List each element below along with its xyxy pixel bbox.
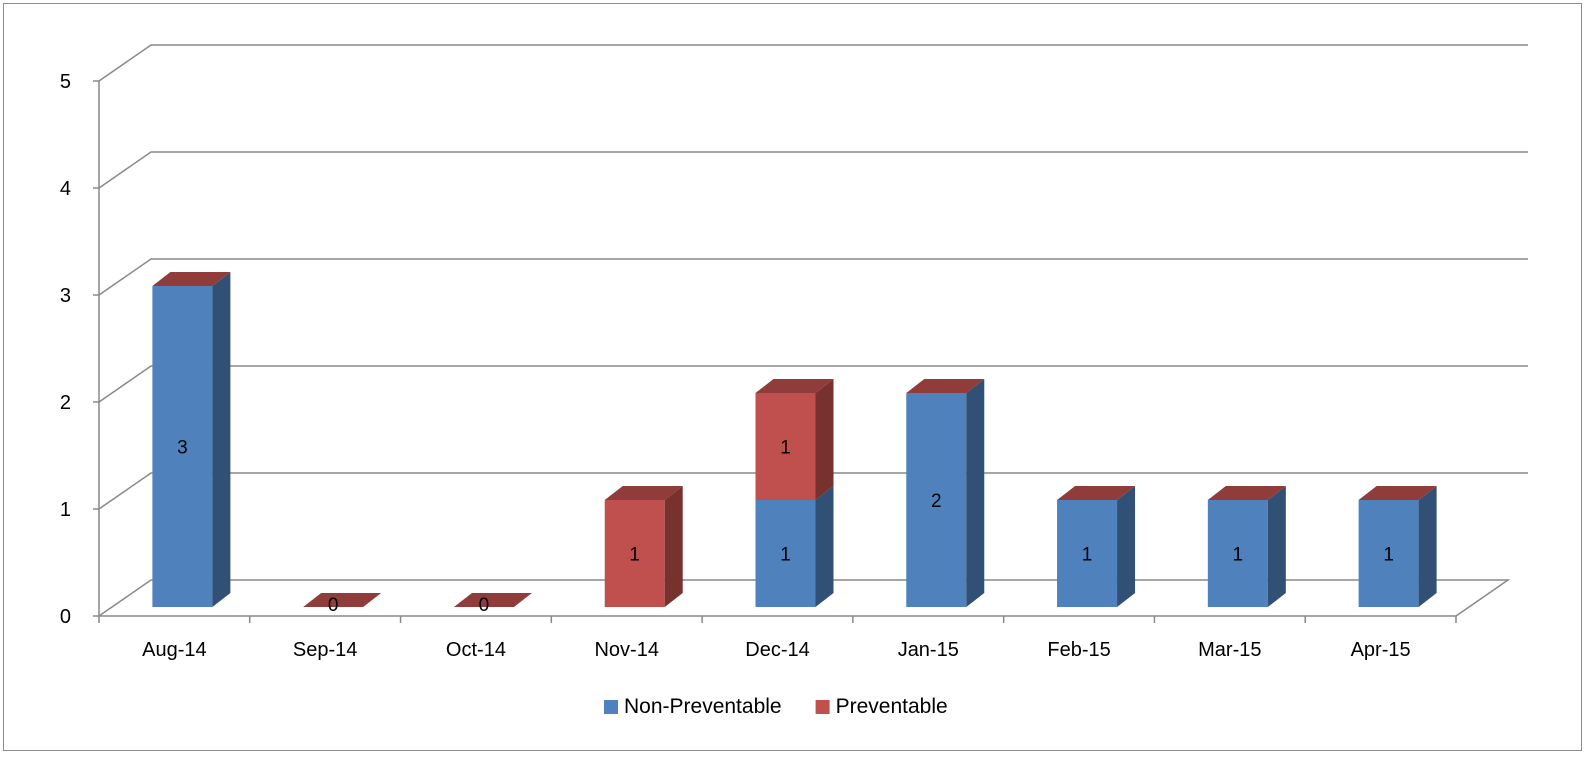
data-label: 0 [328,595,339,616]
bar-side [966,379,985,607]
bar-front [755,393,816,500]
x-axis: Aug-14 Sep-14 Oct-14 Nov-14 Dec-14 Jan-15 Feb-… [98,616,1457,661]
bar-top [604,486,683,500]
bar-top [755,379,834,393]
y-tick-label: 3 [60,285,71,307]
bar-top [1207,486,1286,500]
x-tick-label: Mar-15 [1198,639,1261,661]
gridline [98,258,1528,296]
bar-side [212,272,231,607]
bar-side [1267,486,1286,607]
y-tick-label: 0 [60,606,71,628]
bar-side [1418,486,1437,607]
x-tick-label: Feb-15 [1047,639,1110,661]
bar-top [906,379,985,393]
legend-swatch [604,700,618,714]
gridlines [98,44,1528,510]
legend: Non-Preventable Preventable [604,695,948,718]
legend-label: Preventable [836,695,948,718]
bar-side [815,379,834,500]
data-label: 1 [1233,545,1244,566]
bar-front [152,286,213,607]
bar-side [664,486,683,607]
bar-front [906,393,967,607]
bar-top [152,272,231,286]
data-label: 1 [780,438,791,459]
data-label: 1 [1082,545,1093,566]
x-tick-label: Dec-14 [745,639,809,661]
x-tick-label: Nov-14 [594,639,658,661]
y-axis: 0 1 2 3 4 5 [60,71,99,628]
data-labels: 3 0 0 1 1 1 2 1 1 1 [177,438,1394,617]
stacked-3d-column-chart: 0 1 2 3 4 5 Aug-14 Sep-14 Oct-14 Nov-14 Dec-14 Jan… [60,44,1528,718]
bar-front [1057,500,1118,607]
data-label: 1 [629,545,640,566]
gridline [98,44,1528,82]
data-label: 1 [1383,545,1394,566]
legend-swatch [815,700,830,714]
bar-top [1057,486,1136,500]
bar-top [453,593,532,607]
gridline [98,472,1528,510]
data-label: 2 [931,491,942,512]
gridline [98,151,1528,189]
x-tick-label: Jan-15 [898,639,959,661]
bar-side [1117,486,1136,607]
bar-front [755,500,816,607]
x-tick-label: Sep-14 [293,639,358,661]
bar-top [1358,486,1437,500]
x-tick-label: Oct-14 [446,639,506,661]
bar-top [303,593,382,607]
bar-front [1358,500,1419,607]
legend-label: Non-Preventable [624,695,782,718]
bars [152,272,1437,607]
y-tick-label: 1 [60,499,71,521]
data-label: 3 [177,438,188,459]
y-tick-label: 2 [60,392,71,414]
data-label: 1 [780,545,791,566]
bar-front [604,500,665,607]
bar-front [1207,500,1268,607]
x-tick-label: Aug-14 [142,639,207,661]
data-label: 0 [479,595,490,616]
x-tick-label: Apr-15 [1351,639,1411,661]
chart-frame: 0 1 2 3 4 5 Aug-14 Sep-14 Oct-14 Nov-14 Dec-14 Jan… [3,3,1582,751]
y-tick-label: 5 [60,71,71,93]
gridline [98,365,1528,403]
bar-side [815,486,834,607]
y-tick-label: 4 [60,178,71,200]
